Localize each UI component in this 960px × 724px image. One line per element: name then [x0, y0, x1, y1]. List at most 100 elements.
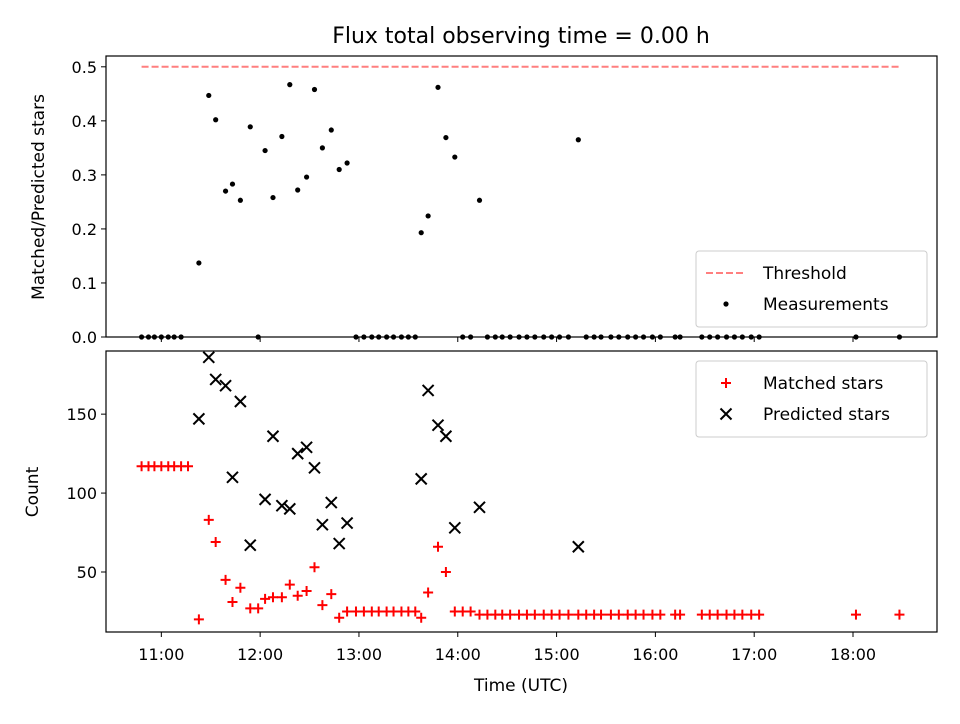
- plot-layer: 0.0 0.1 0.2 0.3 0.4 0.5 Threshold Measurements 5…: [66, 55, 938, 664]
- measurement-point: [222, 188, 229, 194]
- measurement-point: [262, 147, 268, 154]
- matched-star-marker: [276, 592, 287, 603]
- predicted-star-marker: [266, 430, 280, 443]
- matched-star-marker: [505, 609, 516, 620]
- legend-label: Threshold: [762, 264, 847, 284]
- matched-star-marker: [850, 609, 861, 620]
- top-y-tick-label: 0.2: [72, 220, 97, 239]
- measurement-point: [319, 145, 325, 151]
- top-legend-box: [695, 250, 928, 328]
- legend-matched-swatch: [721, 378, 731, 388]
- predicted-star-marker: [340, 516, 354, 530]
- matched-star-marker: [183, 461, 194, 472]
- measurement-point: [443, 134, 449, 141]
- bottom-legend: Matched stars Predicted stars: [695, 360, 928, 438]
- predicted-star-marker: [431, 418, 445, 432]
- predicted-star-marker: [283, 502, 296, 516]
- x-tick-label: 16:00: [632, 645, 678, 664]
- measurement-point: [229, 181, 236, 187]
- measurement-point: [287, 82, 293, 88]
- matched-star-marker: [416, 612, 427, 623]
- measurement-point: [452, 154, 458, 160]
- measurement-point: [425, 213, 431, 219]
- bottom-legend-box: [695, 360, 928, 438]
- bottom-y-axis-label: Count: [23, 466, 43, 517]
- top-axes-frame: [105, 55, 938, 338]
- matched-star-marker: [284, 579, 295, 590]
- predicted-star-marker: [192, 412, 206, 426]
- measurement-point: [247, 124, 253, 130]
- matched-star-marker: [227, 597, 238, 608]
- matched-star-marker: [638, 609, 649, 620]
- bottom-y-tick-label: 150: [66, 405, 97, 424]
- predicted-star-marker: [332, 537, 346, 550]
- measurement-point: [279, 133, 285, 140]
- matched-star-marker: [529, 609, 540, 620]
- top-y-tick-label: 0.0: [72, 328, 97, 347]
- matched-star-marker: [210, 537, 221, 548]
- predicted-star-marker: [258, 493, 272, 506]
- measurement-point: [295, 187, 301, 193]
- bottom-y-tick-label: 100: [66, 484, 97, 503]
- x-tick-label: 15:00: [534, 645, 580, 664]
- matched-star-marker: [334, 612, 345, 623]
- predicted-star-marker: [219, 379, 232, 392]
- measurement-point: [476, 197, 483, 203]
- matched-star-marker: [235, 582, 246, 593]
- predicted-star-marker: [448, 521, 462, 535]
- predicted-star-marker: [421, 384, 435, 397]
- predicted-star-marker: [234, 395, 247, 408]
- measurement-point: [206, 92, 212, 99]
- predicted-star-marker: [275, 499, 289, 512]
- matched-star-marker: [342, 606, 353, 617]
- predicted-star-marker: [439, 430, 453, 443]
- matched-star-marker: [712, 609, 723, 620]
- predicted-star-marker: [300, 441, 313, 454]
- matched-star-marker: [220, 574, 231, 585]
- measurement-point: [418, 230, 424, 236]
- matched-star-marker: [675, 609, 686, 620]
- matched-star-marker: [326, 589, 337, 600]
- matched-star-marker: [317, 600, 328, 611]
- matched-star-marker: [563, 609, 574, 620]
- legend-label: Measurements: [763, 295, 889, 315]
- top-y-tick-label: 0.4: [72, 112, 97, 131]
- matched-star-marker: [292, 590, 303, 601]
- x-tick-label: 11:00: [138, 645, 184, 664]
- measurement-point: [575, 137, 581, 143]
- measurement-point: [213, 117, 219, 123]
- predicted-star-marker: [325, 496, 338, 509]
- matched-star-marker: [754, 609, 765, 620]
- top-y-tick-label: 0.1: [72, 274, 97, 293]
- chart-title: Flux total observing time = 0.00 h: [332, 24, 710, 49]
- measurement-point: [270, 194, 276, 201]
- top-legend: Threshold Measurements: [695, 250, 928, 328]
- predicted-star-marker: [291, 447, 304, 460]
- top-y-tick-label: 0.3: [72, 166, 97, 185]
- matched-star-marker: [554, 609, 565, 620]
- predicted-star-marker: [244, 538, 257, 552]
- bottom-axes-frame: [105, 350, 938, 633]
- matched-star-marker: [267, 592, 278, 603]
- matched-star-marker: [894, 609, 905, 620]
- predicted-star-marker: [202, 351, 215, 364]
- bottom-y-tick-label: 50: [77, 563, 97, 582]
- predicted-star-marker: [572, 540, 585, 553]
- measurement-point: [303, 174, 310, 180]
- legend-measurement-swatch: [723, 301, 729, 307]
- matched-star-marker: [203, 514, 214, 525]
- matched-star-marker: [465, 606, 476, 617]
- top-y-axis-label: Matched/Predicted stars: [29, 94, 49, 300]
- legend-predicted-swatch: [719, 407, 733, 421]
- predicted-star-marker: [316, 518, 329, 531]
- legend-label: Matched stars: [763, 374, 883, 394]
- measurement-point: [237, 197, 243, 203]
- matched-star-marker: [613, 609, 624, 620]
- predicted-star-marker: [473, 501, 486, 514]
- x-tick-label: 12:00: [237, 645, 283, 664]
- x-tick-label: 13:00: [336, 645, 382, 664]
- matched-star-marker: [596, 609, 607, 620]
- predicted-star-marker: [226, 471, 239, 484]
